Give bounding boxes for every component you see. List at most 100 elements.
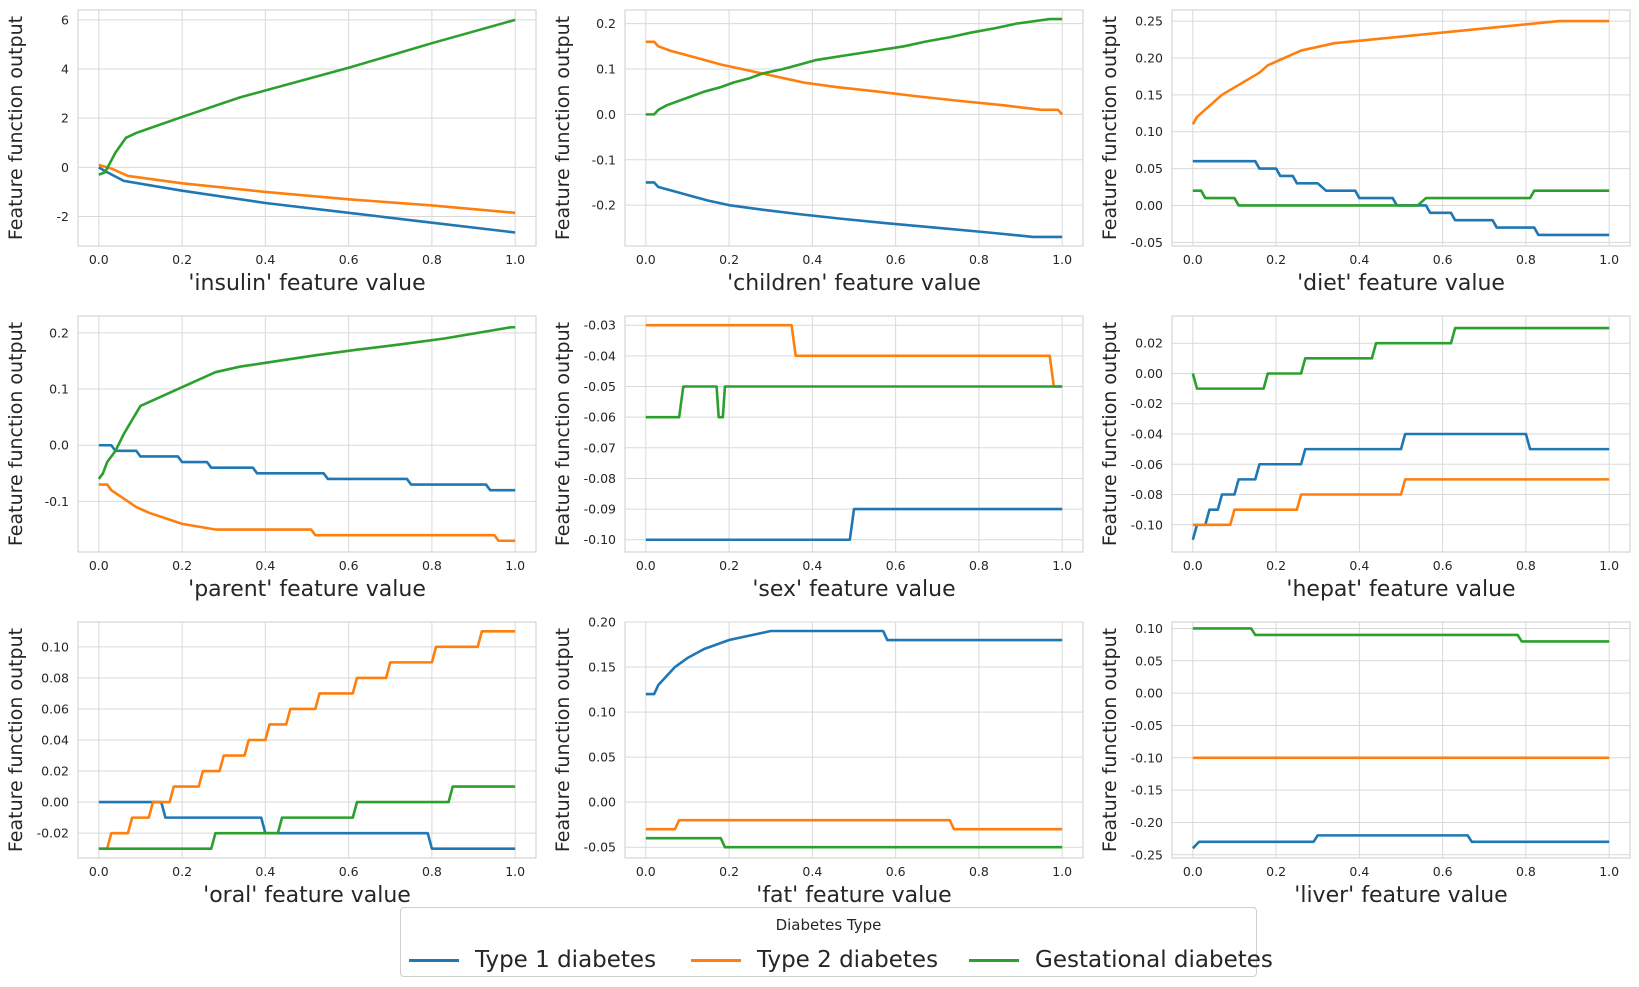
y-tick-label-fat-0: -0.05 bbox=[584, 840, 616, 855]
y-tick-label-oral-1: 0.00 bbox=[41, 795, 69, 810]
series-line-hepat-type bbox=[1192, 478, 1610, 527]
x-tick-label-sex-2: 0.4 bbox=[802, 558, 822, 573]
series-line-diet-type bbox=[1191, 19, 1610, 125]
y-tick-label-oral-3: 0.04 bbox=[41, 733, 69, 748]
subplot-diet: 0.0 0.2 0.4 0.6 0.8 1.0 -0.05 0.00 0.05 0.10 0.15 0… bbox=[1099, 9, 1631, 296]
y-tick-label-diet-2: 0.05 bbox=[1135, 161, 1163, 176]
x-tick-label-hepat-4: 0.8 bbox=[1516, 558, 1536, 573]
series-line-oral-type bbox=[98, 630, 516, 850]
y-tick-label-sex-2: -0.08 bbox=[584, 471, 616, 486]
x-tick-label-liver-0: 0.0 bbox=[1183, 864, 1203, 879]
x-tick-label-parent-1: 0.2 bbox=[172, 558, 192, 573]
x-tick-label-parent-4: 0.8 bbox=[422, 558, 442, 573]
y-tick-label-diet-5: 0.20 bbox=[1135, 50, 1163, 65]
x-tick-label-sex-3: 0.6 bbox=[886, 558, 906, 573]
y-tick-label-children-0: -0.2 bbox=[592, 198, 616, 213]
y-axis-label-children: Feature function output bbox=[552, 16, 574, 240]
y-tick-label-sex-6: -0.04 bbox=[584, 348, 616, 363]
y-tick-label-oral-5: 0.08 bbox=[41, 670, 69, 685]
y-tick-label-diet-1: 0.00 bbox=[1135, 198, 1163, 213]
y-tick-label-sex-3: -0.07 bbox=[584, 440, 616, 455]
y-axis-label-oral: Feature function output bbox=[5, 628, 27, 852]
legend-entry-type1: Type 1 diabetes bbox=[409, 946, 656, 974]
x-tick-label-children-1: 0.2 bbox=[719, 252, 739, 267]
y-tick-label-insulin-1: 0 bbox=[61, 160, 69, 175]
x-tick-label-oral-3: 0.6 bbox=[339, 864, 359, 879]
y-tick-label-liver-1: -0.20 bbox=[1131, 815, 1163, 830]
x-axis-label-insulin: 'insulin' feature value bbox=[188, 271, 425, 296]
x-tick-label-diet-5: 1.0 bbox=[1599, 252, 1619, 267]
y-tick-label-hepat-3: -0.04 bbox=[1131, 427, 1163, 442]
x-tick-label-hepat-5: 1.0 bbox=[1599, 558, 1619, 573]
series-line-hepat-gestational bbox=[1191, 326, 1610, 390]
y-tick-label-oral-2: 0.02 bbox=[41, 764, 69, 779]
x-tick-label-diet-3: 0.6 bbox=[1433, 252, 1453, 267]
x-tick-label-children-4: 0.8 bbox=[969, 252, 989, 267]
x-tick-label-insulin-4: 0.8 bbox=[422, 252, 442, 267]
x-tick-label-diet-4: 0.8 bbox=[1516, 252, 1536, 267]
series-line-sex-type bbox=[645, 507, 1063, 542]
y-tick-label-children-2: 0.0 bbox=[596, 107, 616, 122]
x-tick-label-insulin-3: 0.6 bbox=[339, 252, 359, 267]
y-tick-label-liver-2: -0.15 bbox=[1131, 783, 1163, 798]
x-tick-label-oral-1: 0.2 bbox=[172, 864, 192, 879]
legend-swatch-gestational bbox=[969, 958, 1019, 962]
y-tick-label-oral-0: -0.02 bbox=[37, 826, 69, 841]
y-axis-label-diet: Feature function output bbox=[1099, 16, 1121, 240]
y-axis-label-sex: Feature function output bbox=[552, 322, 574, 546]
subplot-sex: 0.0 0.2 0.4 0.6 0.8 1.0 -0.10 -0.09 -0.08 -0.07 -0… bbox=[552, 315, 1084, 602]
plot-area-parent bbox=[77, 315, 537, 553]
x-tick-label-children-5: 1.0 bbox=[1052, 252, 1072, 267]
y-tick-label-children-1: -0.1 bbox=[592, 152, 616, 167]
x-tick-label-parent-2: 0.4 bbox=[255, 558, 275, 573]
y-tick-label-insulin-3: 4 bbox=[61, 62, 69, 77]
series-line-insulin-gestational bbox=[98, 18, 516, 176]
subplot-parent: 0.0 0.2 0.4 0.6 0.8 1.0 -0.1 0.0 0.1 0.2 'parent' … bbox=[5, 315, 537, 602]
x-tick-label-oral-5: 1.0 bbox=[505, 864, 525, 879]
y-tick-label-liver-7: 0.10 bbox=[1135, 621, 1163, 636]
y-axis-label-parent: Feature function output bbox=[5, 322, 27, 546]
x-tick-label-sex-1: 0.2 bbox=[719, 558, 739, 573]
series-line-children-gestational bbox=[645, 17, 1063, 116]
x-tick-label-fat-5: 1.0 bbox=[1052, 864, 1072, 879]
x-tick-label-sex-5: 1.0 bbox=[1052, 558, 1072, 573]
x-tick-label-fat-2: 0.4 bbox=[802, 864, 822, 879]
x-tick-label-oral-2: 0.4 bbox=[255, 864, 275, 879]
x-axis-label-parent: 'parent' feature value bbox=[188, 577, 426, 602]
x-tick-label-children-2: 0.4 bbox=[802, 252, 822, 267]
y-tick-label-oral-6: 0.10 bbox=[41, 639, 69, 654]
x-axis-label-children: 'children' feature value bbox=[727, 271, 981, 296]
x-axis-label-fat: 'fat' feature value bbox=[756, 883, 951, 908]
legend-entry-gestational: Gestational diabetes bbox=[969, 946, 1273, 974]
y-tick-label-insulin-0: -2 bbox=[57, 209, 69, 224]
series-line-hepat-type bbox=[1191, 432, 1610, 541]
legend: Diabetes Type Type 1 diabetes Type 2 dia… bbox=[400, 907, 1273, 977]
y-tick-label-children-4: 0.2 bbox=[596, 16, 616, 31]
y-tick-label-diet-4: 0.15 bbox=[1135, 87, 1163, 102]
series-line-parent-type bbox=[98, 483, 516, 543]
y-tick-label-fat-4: 0.15 bbox=[588, 660, 616, 675]
subplot-fat: 0.0 0.2 0.4 0.6 0.8 1.0 -0.05 0.00 0.05 0.10 0.15 0… bbox=[552, 615, 1084, 908]
y-tick-label-fat-1: 0.00 bbox=[588, 795, 616, 810]
y-tick-label-parent-3: 0.2 bbox=[49, 325, 69, 340]
x-axis-label-sex: 'sex' feature value bbox=[752, 577, 955, 602]
series-line-oral-type bbox=[98, 800, 516, 850]
y-axis-label-fat: Feature function output bbox=[552, 628, 574, 852]
y-tick-label-insulin-2: 2 bbox=[61, 111, 69, 126]
subplot-children: 0.0 0.2 0.4 0.6 0.8 1.0 -0.2 -0.1 0.0 0.1 0.2 'chil… bbox=[552, 9, 1084, 296]
y-tick-label-children-3: 0.1 bbox=[596, 62, 616, 77]
x-tick-label-parent-5: 1.0 bbox=[505, 558, 525, 573]
y-tick-label-parent-2: 0.1 bbox=[49, 382, 69, 397]
x-axis-label-oral: 'oral' feature value bbox=[203, 883, 411, 908]
series-line-insulin-type bbox=[98, 166, 516, 234]
y-tick-label-diet-0: -0.05 bbox=[1131, 235, 1163, 250]
y-tick-label-oral-4: 0.06 bbox=[41, 701, 69, 716]
y-tick-label-parent-0: -0.1 bbox=[45, 494, 69, 509]
series-line-sex-gestational bbox=[645, 385, 1063, 419]
y-tick-label-sex-1: -0.09 bbox=[584, 502, 616, 517]
y-tick-label-hepat-1: -0.08 bbox=[1131, 487, 1163, 502]
plot-area-diet bbox=[1171, 9, 1631, 247]
x-tick-label-insulin-1: 0.2 bbox=[172, 252, 192, 267]
x-tick-label-fat-1: 0.2 bbox=[719, 864, 739, 879]
y-tick-label-fat-5: 0.20 bbox=[588, 615, 616, 630]
